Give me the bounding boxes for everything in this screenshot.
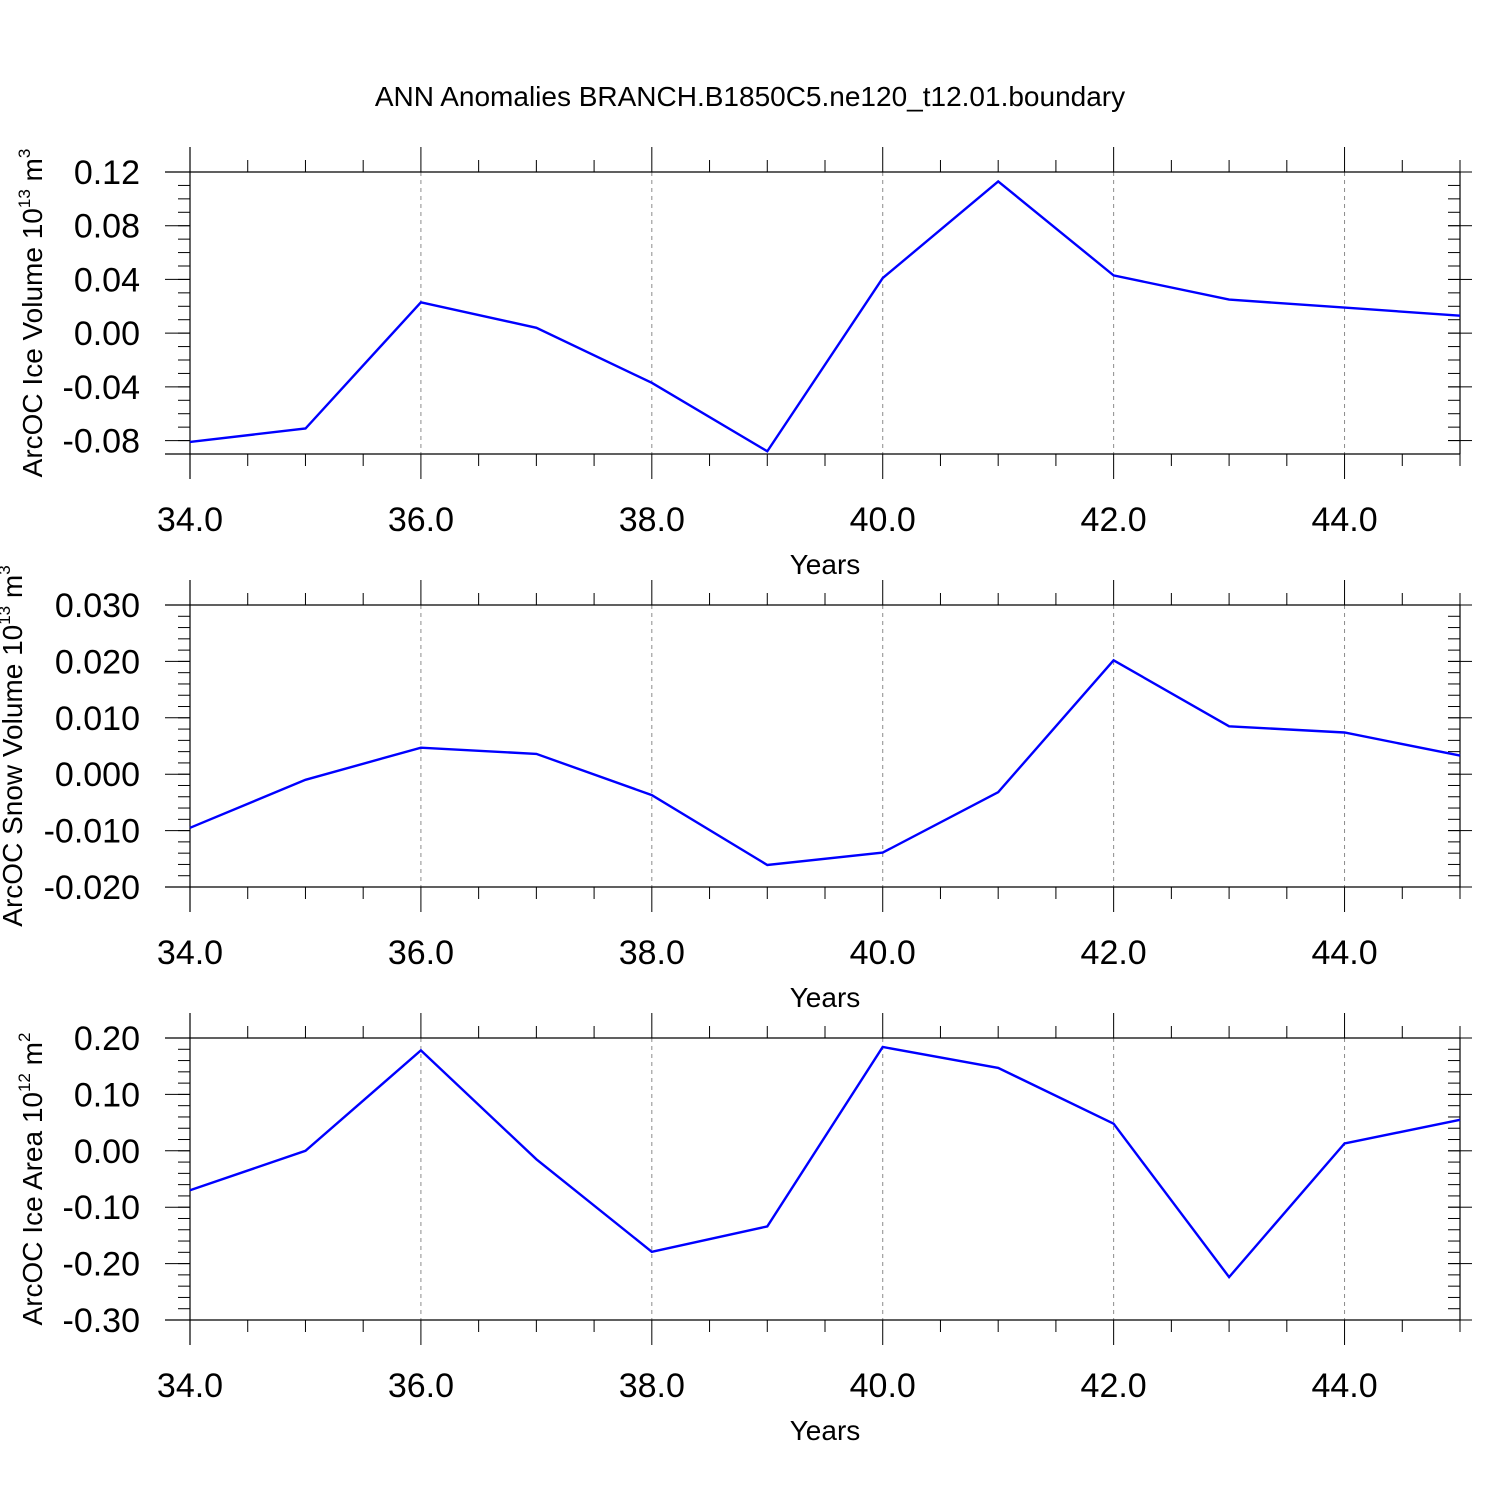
y-axis-label-exponent: 13 [0,606,14,625]
x-tick-label: 36.0 [388,1367,454,1405]
x-tick-label: 42.0 [1081,934,1147,972]
x-axis-label: Years [790,982,861,1013]
x-tick-label: 40.0 [850,1367,916,1405]
y-tick-label: 0.12 [74,154,140,192]
x-tick-label: 38.0 [619,1367,685,1405]
x-tick-label: 36.0 [388,934,454,972]
y-axis-label: ArcOC Snow Volume 1013 m3 [0,565,28,926]
panels: -0.08 -0.04 0.00 0.04 0.08 0.12 34.0 36.0 38.0 40… [0,147,1472,1446]
x-axis-label: Years [790,549,861,580]
y-tick-label: -0.08 [63,423,141,461]
series-line [189,179,1461,453]
y-tick-label: -0.10 [63,1189,141,1227]
y-tick-label: 0.00 [74,315,140,353]
y-axis-label-text: ArcOC Ice Area 10 [17,1092,48,1325]
y-tick-label: 0.030 [55,587,140,625]
y-tick-label: -0.20 [63,1246,141,1284]
x-tick-label: 44.0 [1311,1367,1377,1405]
y-axis-label-unit-exponent: 3 [15,149,34,158]
x-tick-label: 42.0 [1081,501,1147,539]
y-axis-label-text: ArcOC Snow Volume 10 [0,625,28,927]
chart-panel-2: -0.020 -0.010 0.000 0.010 0.020 0.030 34.0 36.0… [0,565,1472,1013]
y-tick-label: -0.30 [63,1302,141,1340]
y-tick-label: -0.04 [63,369,141,407]
x-axis-label: Years [790,1415,861,1446]
y-axis-label-exponent: 12 [15,1073,34,1092]
y-axis-label-unit: m [17,158,48,189]
y-axis-label: ArcOC Ice Area 1012 m2 [15,1033,48,1326]
chart-panel-1: -0.08 -0.04 0.00 0.04 0.08 0.12 34.0 36.0 38.0 40… [15,147,1472,580]
x-tick-label: 36.0 [388,501,454,539]
y-tick-label: 0.10 [74,1076,140,1114]
y-tick-label: -0.020 [44,869,140,907]
figure-title: ANN Anomalies BRANCH.B1850C5.ne120_t12.0… [375,81,1125,112]
x-tick-label: 38.0 [619,934,685,972]
y-tick-label: 0.04 [74,261,140,299]
y-tick-label: 0.00 [74,1133,140,1171]
x-tick-label: 40.0 [850,934,916,972]
y-axis-label-unit: m [17,1042,48,1073]
x-tick-label: 38.0 [619,501,685,539]
y-tick-label: 0.000 [55,756,140,794]
x-tick-label: 40.0 [850,501,916,539]
y-axis-label-unit-exponent: 3 [0,565,14,574]
y-axis-label-text: ArcOC Ice Volume 10 [17,208,48,477]
series-line [189,658,1461,867]
y-axis-label: ArcOC Ice Volume 1013 m3 [15,149,48,478]
y-tick-label: 0.08 [74,208,140,246]
series-line [189,1045,1461,1280]
x-tick-label: 44.0 [1311,934,1377,972]
y-axis-label-unit-exponent: 2 [15,1033,34,1042]
x-tick-label: 42.0 [1081,1367,1147,1405]
y-tick-label: -0.010 [44,813,140,851]
x-tick-label: 34.0 [157,1367,223,1405]
y-axis-label-exponent: 13 [15,189,34,208]
y-tick-label: 0.020 [55,643,140,681]
y-tick-label: 0.20 [74,1020,140,1058]
y-axis-label-unit: m [0,575,28,606]
chart-panel-3: -0.30 -0.20 -0.10 0.00 0.10 0.20 34.0 36.0 38.0 4… [15,1013,1472,1446]
x-tick-label: 34.0 [157,934,223,972]
x-tick-label: 34.0 [157,501,223,539]
y-tick-label: 0.010 [55,700,140,738]
x-tick-label: 44.0 [1311,501,1377,539]
